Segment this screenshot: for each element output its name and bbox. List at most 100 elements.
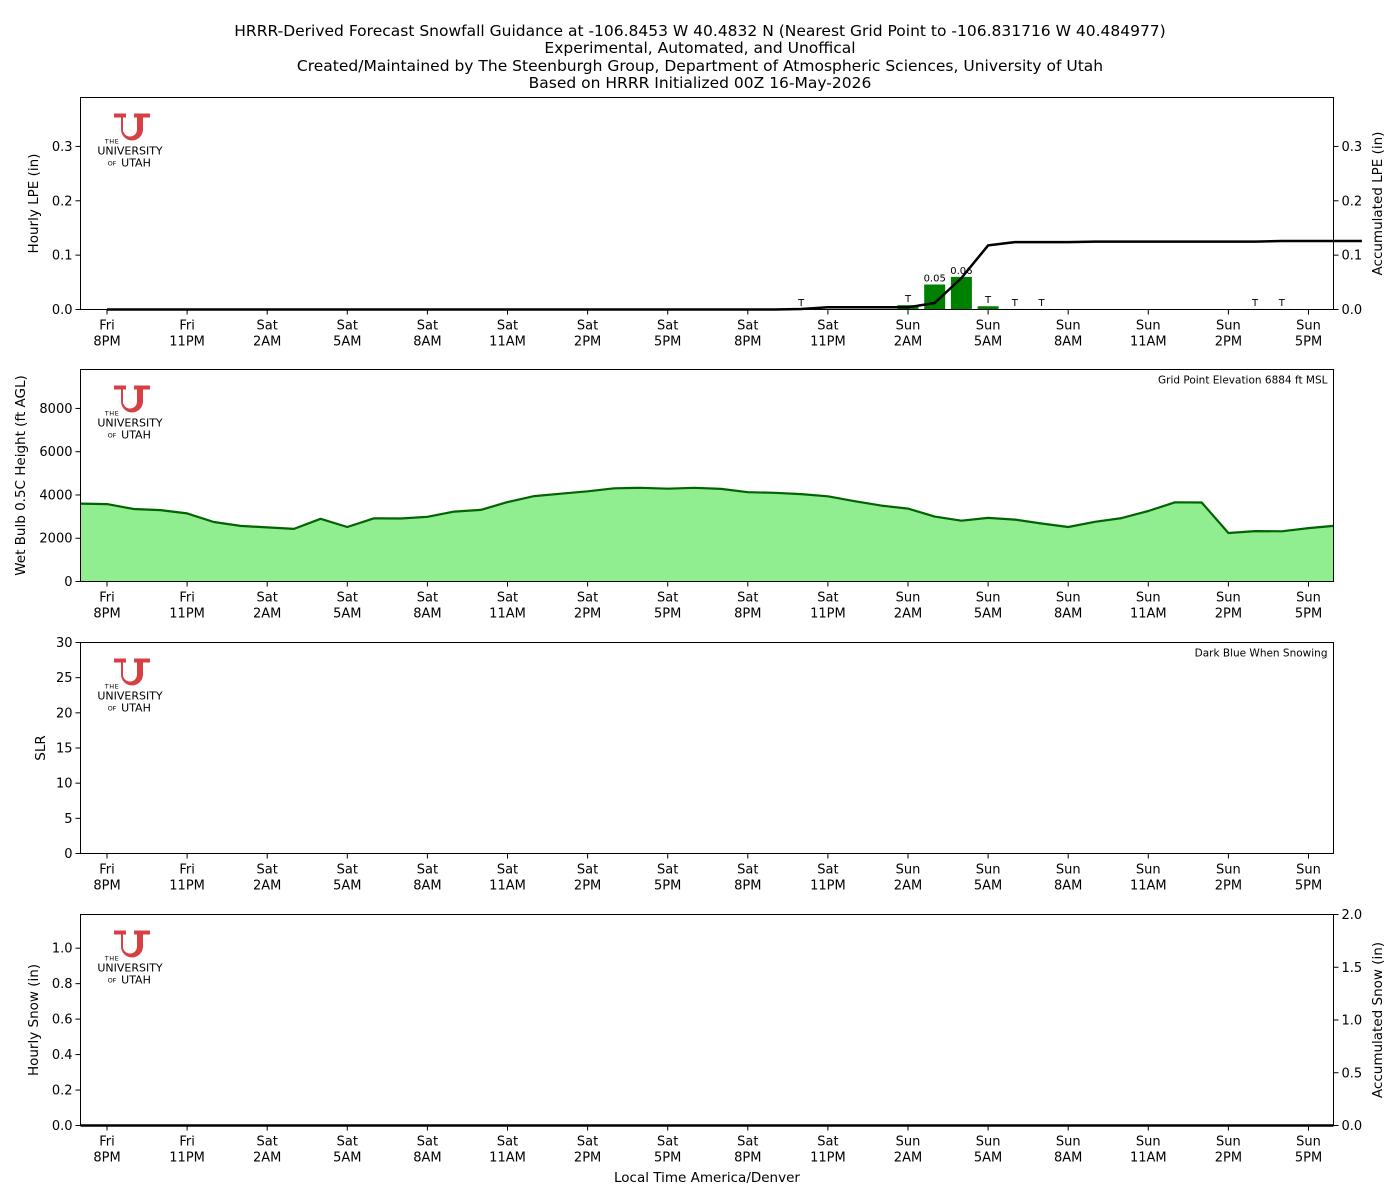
y-left-tick-label: 4000 <box>39 488 72 503</box>
y-left-tick-label: 5 <box>64 812 72 827</box>
x-tick-label-time: 2AM <box>894 335 922 350</box>
x-tick-label-day: Sun <box>1136 863 1161 878</box>
x-tick-label-time: 8AM <box>413 1151 441 1166</box>
x-tick-label-day: Sat <box>337 863 358 878</box>
x-tick-label-day: Sat <box>417 591 438 606</box>
plot-frame <box>80 369 1334 582</box>
logo-the: THE <box>104 683 119 691</box>
block-u-icon <box>114 113 146 141</box>
logo-utah: UTAH <box>121 974 151 987</box>
y-left-tick-label: 0.1 <box>52 249 73 264</box>
y-left-tick-label: 0.0 <box>52 303 73 318</box>
logo-of: OF <box>108 977 117 985</box>
x-tick-label-day: Sat <box>257 319 278 334</box>
x-tick-label-time: 2PM <box>1215 1151 1242 1166</box>
x-tick-label-day: Sat <box>657 319 678 334</box>
x-tick-label-time: 11PM <box>169 335 205 350</box>
y-left-tick-label: 15 <box>56 742 73 757</box>
x-tick-label-time: 2PM <box>1215 607 1242 622</box>
x-tick-label-day: Sun <box>1216 1135 1241 1150</box>
bar-value-label: 0.06 <box>950 266 972 277</box>
y-right-tick-label: 0.1 <box>1342 249 1363 264</box>
x-tick-label-time: 11PM <box>810 1151 846 1166</box>
logo-of: OF <box>108 705 117 713</box>
y-axis-label: SLR <box>33 735 49 760</box>
y-right-tick-label: 2.0 <box>1342 908 1363 923</box>
plot-frame <box>80 642 1334 854</box>
x-tick-label-day: Sat <box>737 863 758 878</box>
bar-value-label: T <box>797 298 805 309</box>
x-tick-label-time: 5PM <box>654 879 681 894</box>
x-tick-label-day: Sun <box>976 863 1001 878</box>
x-tick-label-day: Sun <box>1056 319 1081 334</box>
x-tick-label-day: Sun <box>1216 863 1241 878</box>
logo-the: THE <box>104 138 119 146</box>
x-tick-label-day: Fri <box>99 1135 115 1150</box>
x-tick-label-time: 8PM <box>734 607 761 622</box>
x-tick-label-time: 8PM <box>93 335 120 350</box>
title-line-2: Experimental, Automated, and Unoffical <box>544 39 855 57</box>
y-left-tick-label: 2000 <box>39 532 72 547</box>
x-tick-label-day: Sat <box>577 863 598 878</box>
x-tick-label-day: Sat <box>417 1135 438 1150</box>
x-tick-label-time: 5AM <box>974 879 1002 894</box>
x-tick-label-time: 8AM <box>413 607 441 622</box>
x-tick-label-day: Sat <box>497 319 518 334</box>
x-tick-label-day: Sun <box>1136 319 1161 334</box>
logo-university: UNIVERSITY <box>97 962 163 975</box>
x-tick-label-day: Sat <box>257 863 278 878</box>
bar-value-label: 0.05 <box>924 273 946 284</box>
logo-of: OF <box>108 432 117 440</box>
x-tick-label-time: 8AM <box>413 879 441 894</box>
x-tick-label-day: Sun <box>1056 1135 1081 1150</box>
x-tick-label-day: Sat <box>257 591 278 606</box>
y-left-tick-label: 6000 <box>39 445 72 460</box>
x-tick-label-day: Sat <box>817 319 838 334</box>
block-u-serif <box>138 385 150 390</box>
x-tick-label-time: 5AM <box>333 607 361 622</box>
x-tick-label-time: 11AM <box>1130 607 1167 622</box>
y-left-tick-label: 0 <box>64 847 72 862</box>
logo-of: OF <box>108 160 117 168</box>
accumulated-lpe-line <box>107 239 1362 311</box>
x-tick-label-day: Sun <box>1296 591 1321 606</box>
y-left-tick-label: 0.0 <box>52 1119 73 1134</box>
x-tick-label-time: 11AM <box>1130 335 1167 350</box>
x-tick-label-time: 11AM <box>489 879 526 894</box>
x-tick-label-time: 5AM <box>974 335 1002 350</box>
y-right-tick-label: 0.5 <box>1342 1066 1363 1081</box>
x-tick-label-time: 2AM <box>894 607 922 622</box>
logo-utah: UTAH <box>121 157 151 170</box>
x-tick-label-day: Sun <box>976 1135 1001 1150</box>
y-left-tick-label: 0.3 <box>52 140 73 155</box>
x-tick-label-day: Fri <box>179 319 195 334</box>
wet-bulb-panel: 02000400060008000Fri8PMFri11PMSat2AMSat5… <box>13 369 1334 622</box>
x-tick-label-time: 5PM <box>654 607 681 622</box>
chart-panels: 0.00.10.20.30.00.10.20.3T T0.050.06T T T T TF… <box>13 97 1386 1166</box>
snow-panel: 0.00.20.40.60.81.00.00.51.01.52.0Fri8PMF… <box>26 908 1386 1166</box>
x-tick-label-time: 8PM <box>93 879 120 894</box>
x-tick-label-day: Sat <box>817 863 838 878</box>
x-tick-label-time: 5AM <box>974 607 1002 622</box>
x-tick-label-time: 8AM <box>1054 879 1082 894</box>
x-tick-label-time: 8AM <box>1054 607 1082 622</box>
y-right-tick-label: 0.0 <box>1342 1119 1363 1134</box>
x-tick-label-time: 5AM <box>333 879 361 894</box>
x-tick-label-time: 8AM <box>1054 335 1082 350</box>
x-tick-label-day: Sun <box>976 319 1001 334</box>
title-line-4: Based on HRRR Initialized 00Z 16-May-202… <box>529 74 872 92</box>
logo-utah: UTAH <box>121 429 151 442</box>
x-tick-label-time: 2AM <box>894 1151 922 1166</box>
x-tick-label-day: Sat <box>257 1135 278 1150</box>
x-tick-label-time: 11AM <box>489 607 526 622</box>
x-tick-label-day: Fri <box>99 591 115 606</box>
elevation-annotation: Grid Point Elevation 6884 ft MSL <box>1158 375 1328 387</box>
x-tick-label-time: 8PM <box>734 879 761 894</box>
x-tick-label-day: Sun <box>976 591 1001 606</box>
x-tick-label-time: 11AM <box>489 335 526 350</box>
x-tick-label-day: Sun <box>1296 319 1321 334</box>
y-axis-label: Wet Bulb 0.5C Height (ft AGL) <box>13 375 29 576</box>
